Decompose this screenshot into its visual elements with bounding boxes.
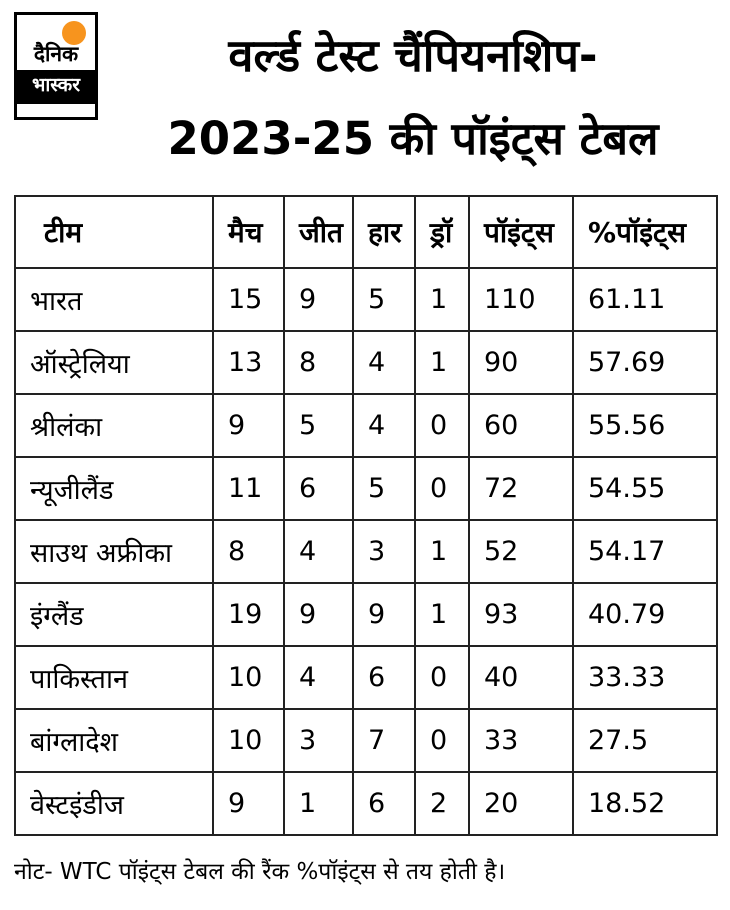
team-name-cell: भारत	[14, 266, 214, 332]
stat-value-cell: 9	[212, 770, 285, 836]
stat-value-cell: 5	[283, 392, 354, 458]
stat-value-cell: 6	[283, 455, 354, 521]
stat-value-cell: 6	[352, 770, 416, 836]
stat-value-cell: 4	[283, 644, 354, 710]
team-name-cell: पाकिस्तान	[14, 644, 214, 710]
column-header: जीत	[283, 194, 354, 269]
stat-value-cell: 1	[414, 581, 470, 647]
team-name-cell: वेस्टइंडीज	[14, 770, 214, 836]
stat-value-cell: 9	[352, 581, 416, 647]
stat-value-cell: 61.11	[572, 266, 718, 332]
stat-value-cell: 40	[468, 644, 574, 710]
stat-value-cell: 0	[414, 455, 470, 521]
stat-value-cell: 18.52	[572, 770, 718, 836]
stat-value-cell: 1	[414, 518, 470, 584]
stat-value-cell: 33.33	[572, 644, 718, 710]
team-name-cell: इंग्लैंड	[14, 581, 214, 647]
stat-value-cell: 3	[283, 707, 354, 773]
table-body: भारत 15 9 5 1 110 61.11 ऑस्ट्रेलिया 13 8 4 1 90 57.69…	[14, 266, 718, 836]
stat-value-cell: 10	[212, 644, 285, 710]
stat-value-cell: 20	[468, 770, 574, 836]
stat-value-cell: 19	[212, 581, 285, 647]
stat-value-cell: 7	[352, 707, 416, 773]
stat-value-cell: 90	[468, 329, 574, 395]
column-header: टीम	[14, 194, 214, 269]
table-row: श्रीलंका 9 5 4 0 60 55.56	[14, 392, 718, 458]
stat-value-cell: 55.56	[572, 392, 718, 458]
table-row: न्यूजीलैंड 11 6 5 0 72 54.55	[14, 455, 718, 521]
team-name-cell: बांग्लादेश	[14, 707, 214, 773]
stat-value-cell: 4	[352, 329, 416, 395]
stat-value-cell: 9	[283, 266, 354, 332]
stat-value-cell: 8	[212, 518, 285, 584]
logo-text-bhaskar: भास्कर	[17, 70, 95, 104]
stat-value-cell: 0	[414, 392, 470, 458]
team-name-cell: ऑस्ट्रेलिया	[14, 329, 214, 395]
stat-value-cell: 11	[212, 455, 285, 521]
logo-text-dainik: दैनिक	[33, 42, 79, 66]
title-line-2: 2023-25 की पॉइंट्स टेबल	[167, 112, 659, 166]
stat-value-cell: 60	[468, 392, 574, 458]
stat-value-cell: 1	[283, 770, 354, 836]
stat-value-cell: 57.69	[572, 329, 718, 395]
points-table: टीम मैच जीत हार ड्रॉ पॉइंट्स %पॉइंट्स भारत 15 9 5…	[14, 194, 718, 836]
stat-value-cell: 110	[468, 266, 574, 332]
sun-icon	[62, 21, 86, 45]
team-name-cell: साउथ अफ्रीका	[14, 518, 214, 584]
stat-value-cell: 6	[352, 644, 416, 710]
stat-value-cell: 0	[414, 707, 470, 773]
stat-value-cell: 5	[352, 266, 416, 332]
stat-value-cell: 5	[352, 455, 416, 521]
table-header: टीम मैच जीत हार ड्रॉ पॉइंट्स %पॉइंट्स	[14, 194, 718, 269]
stat-value-cell: 9	[212, 392, 285, 458]
table-row: वेस्टइंडीज 9 1 6 2 20 18.52	[14, 770, 718, 836]
stat-value-cell: 33	[468, 707, 574, 773]
stat-value-cell: 9	[283, 581, 354, 647]
column-header: ड्रॉ	[414, 194, 470, 269]
table-header-row: टीम मैच जीत हार ड्रॉ पॉइंट्स %पॉइंट्स	[14, 194, 718, 269]
column-header: हार	[352, 194, 416, 269]
team-name-cell: न्यूजीलैंड	[14, 455, 214, 521]
dainik-bhaskar-logo: दैनिक भास्कर	[14, 12, 98, 120]
table-row: बांग्लादेश 10 3 7 0 33 27.5	[14, 707, 718, 773]
column-header: पॉइंट्स	[468, 194, 574, 269]
table-row: पाकिस्तान 10 4 6 0 40 33.33	[14, 644, 718, 710]
header: दैनिक भास्कर वर्ल्ड टेस्ट चैंपियनशिप- 20…	[0, 0, 730, 181]
stat-value-cell: 40.79	[572, 581, 718, 647]
stat-value-cell: 27.5	[572, 707, 718, 773]
title-line-1: वर्ल्ड टेस्ट चैंपियनशिप-	[228, 29, 598, 82]
table-row: इंग्लैंड 19 9 9 1 93 40.79	[14, 581, 718, 647]
stat-value-cell: 10	[212, 707, 285, 773]
stat-value-cell: 15	[212, 266, 285, 332]
page-title: वर्ल्ड टेस्ट चैंपियनशिप- 2023-25 की पॉइं…	[110, 14, 716, 181]
stat-value-cell: 54.55	[572, 455, 718, 521]
stat-value-cell: 2	[414, 770, 470, 836]
stat-value-cell: 3	[352, 518, 416, 584]
stat-value-cell: 13	[212, 329, 285, 395]
stat-value-cell: 4	[352, 392, 416, 458]
stat-value-cell: 0	[414, 644, 470, 710]
stat-value-cell: 52	[468, 518, 574, 584]
stat-value-cell: 1	[414, 266, 470, 332]
table-row: साउथ अफ्रीका 8 4 3 1 52 54.17	[14, 518, 718, 584]
column-header: %पॉइंट्स	[572, 194, 718, 269]
stat-value-cell: 93	[468, 581, 574, 647]
table-row: ऑस्ट्रेलिया 13 8 4 1 90 57.69	[14, 329, 718, 395]
stat-value-cell: 54.17	[572, 518, 718, 584]
stat-value-cell: 72	[468, 455, 574, 521]
team-name-cell: श्रीलंका	[14, 392, 214, 458]
stat-value-cell: 4	[283, 518, 354, 584]
stat-value-cell: 1	[414, 329, 470, 395]
footnote: नोट- WTC पॉइंट्स टेबल की रैंक %पॉइंट्स स…	[14, 858, 506, 885]
stat-value-cell: 8	[283, 329, 354, 395]
column-header: मैच	[212, 194, 285, 269]
table-row: भारत 15 9 5 1 110 61.11	[14, 266, 718, 332]
